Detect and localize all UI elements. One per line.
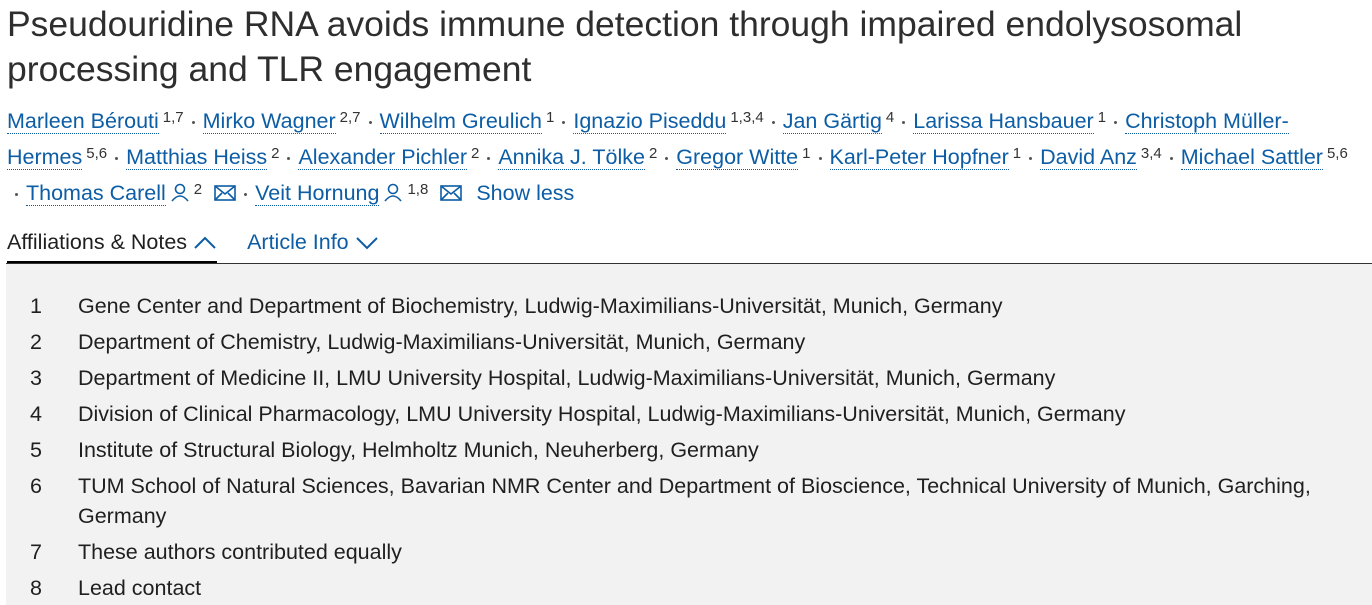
- author-name[interactable]: Michael Sattler: [1180, 145, 1323, 170]
- author-affiliation-ref: 1,8: [407, 181, 429, 198]
- affiliation: 4 Division of Clinical Pharmacology, LMU …: [6, 399, 1372, 429]
- show-less-button[interactable]: Show less: [476, 181, 575, 205]
- separator: [1029, 156, 1033, 160]
- chevron-up: [194, 236, 216, 249]
- author-affiliation-ref: 1: [546, 109, 555, 126]
- corresponding-icon: [170, 177, 190, 213]
- author-affiliation-ref: 2: [648, 145, 658, 162]
- author-affiliation-ref: 2: [470, 145, 480, 162]
- author-affiliation-ref: 4: [885, 109, 895, 126]
- author-name[interactable]: Gregor Witte: [676, 145, 799, 170]
- separator: [818, 156, 822, 160]
- divider: [6, 263, 1372, 264]
- author-name[interactable]: Wilhelm Greulich: [379, 109, 542, 134]
- chevron-down: [355, 237, 378, 250]
- author-name[interactable]: Jan Gärtig: [782, 109, 882, 134]
- affiliation-list: 1 Gene Center and Department of Biochemis…: [6, 264, 1372, 603]
- author-name[interactable]: Larissa Hansbauer: [913, 109, 1094, 134]
- author-affiliation-ref: 1: [1012, 145, 1022, 162]
- affiliation-text: These authors contributed equally: [78, 540, 402, 564]
- affiliation-number: 8: [30, 576, 42, 600]
- affiliation: 7 These authors contributed equally: [6, 537, 1372, 567]
- author-name[interactable]: Karl-Peter Hopfner: [829, 145, 1009, 170]
- affiliation-number: 1: [30, 294, 42, 318]
- author-affiliation-ref: 5,6: [1326, 145, 1348, 162]
- affiliation-text: Division of Clinical Pharmacology, LMU U…: [78, 402, 1126, 426]
- author-name[interactable]: Thomas Carell: [26, 181, 166, 206]
- affiliation-text: Department of Medicine II, LMU Universit…: [78, 366, 1056, 390]
- separator: [665, 156, 669, 160]
- affiliation-number: 6: [30, 474, 42, 498]
- tabs: Affiliations & Notes Article Info: [7, 228, 379, 264]
- separator: [115, 156, 119, 160]
- separator: [1114, 120, 1118, 124]
- affiliation-number: 3: [30, 366, 42, 390]
- separator: [902, 120, 906, 124]
- tab-label[interactable]: Affiliations & Notes: [7, 230, 188, 254]
- affiliation-text: Department of Chemistry, Ludwig-Maximili…: [78, 330, 806, 354]
- separator: [244, 192, 248, 196]
- affiliation-text: TUM School of Natural Sciences, Bavarian…: [78, 474, 1311, 528]
- affiliation: 3 Department of Medicine II, LMU Universi…: [6, 363, 1372, 393]
- separator: [368, 120, 372, 124]
- author-affiliation-ref: 1: [802, 145, 811, 162]
- separator: [562, 120, 566, 124]
- author-affiliation-ref: 5,6: [86, 145, 108, 162]
- separator: [1169, 156, 1173, 160]
- email-icon[interactable]: [440, 184, 463, 202]
- affiliation-number: 4: [30, 402, 42, 426]
- separator: [287, 156, 291, 160]
- tab[interactable]: Affiliations & Notes: [7, 228, 218, 264]
- author-name[interactable]: Alexander Pichler: [298, 145, 467, 170]
- separator: [15, 192, 18, 196]
- article-title: Pseudouridine RNA avoids immune detectio…: [7, 4, 1243, 89]
- person-icon: [171, 183, 189, 202]
- affiliation: 6 TUM School of Natural Sciences, Bavaria…: [6, 471, 1372, 531]
- author-list: Marleen Bérouti 1,7 Mirko Wagner 2,7 Wilhelm…: [7, 103, 1357, 213]
- author-name[interactable]: Veit Hornung: [255, 181, 380, 206]
- separator: [771, 120, 775, 124]
- author-name[interactable]: Ignazio Piseddu: [573, 109, 727, 134]
- tab-label[interactable]: Article Info: [247, 230, 349, 254]
- author-name[interactable]: Christoph Müller-Hermes: [7, 109, 1289, 170]
- author-affiliation-ref: 1,7: [162, 109, 184, 126]
- author-affiliation-ref: 1: [1097, 109, 1107, 126]
- person-icon: [384, 183, 403, 202]
- separator: [191, 120, 195, 124]
- affiliation-text: Lead contact: [78, 576, 202, 600]
- author-name[interactable]: Matthias Heiss: [126, 145, 268, 170]
- email-link[interactable]: [440, 177, 463, 213]
- author-name[interactable]: David Anz: [1040, 145, 1137, 170]
- author-name[interactable]: Mirko Wagner: [202, 109, 336, 134]
- separator: [487, 156, 491, 160]
- corresponding-icon: [383, 177, 403, 213]
- affiliation-text: Institute of Structural Biology, Helmhol…: [78, 438, 759, 462]
- email-icon[interactable]: [214, 184, 236, 202]
- author-affiliation-ref: 2: [193, 181, 203, 198]
- affiliation-number: 7: [30, 540, 42, 564]
- author-affiliation-ref: 2: [271, 145, 280, 162]
- author-affiliation-ref: 2,7: [339, 109, 361, 126]
- email-link[interactable]: [214, 177, 236, 213]
- author-affiliation-ref: 1,3,4: [730, 109, 764, 126]
- affiliations-panel: 1 Gene Center and Department of Biochemis…: [6, 264, 1372, 605]
- affiliation-number: 5: [30, 438, 42, 462]
- author-name[interactable]: Annika J. Tölke: [498, 145, 645, 170]
- author-affiliation-ref: 3,4: [1140, 145, 1162, 162]
- author-name[interactable]: Marleen Bérouti: [7, 109, 159, 134]
- affiliation-number: 2: [30, 330, 42, 354]
- affiliation: 8 Lead contact: [6, 573, 1372, 603]
- affiliation: 1 Gene Center and Department of Biochemis…: [6, 291, 1372, 321]
- affiliation: 2 Department of Chemistry, Ludwig-Maximil…: [6, 327, 1372, 357]
- affiliation-text: Gene Center and Department of Biochemist…: [78, 294, 1003, 318]
- affiliation: 5 Institute of Structural Biology, Helmho…: [6, 435, 1372, 465]
- tab[interactable]: Article Info: [247, 228, 379, 261]
